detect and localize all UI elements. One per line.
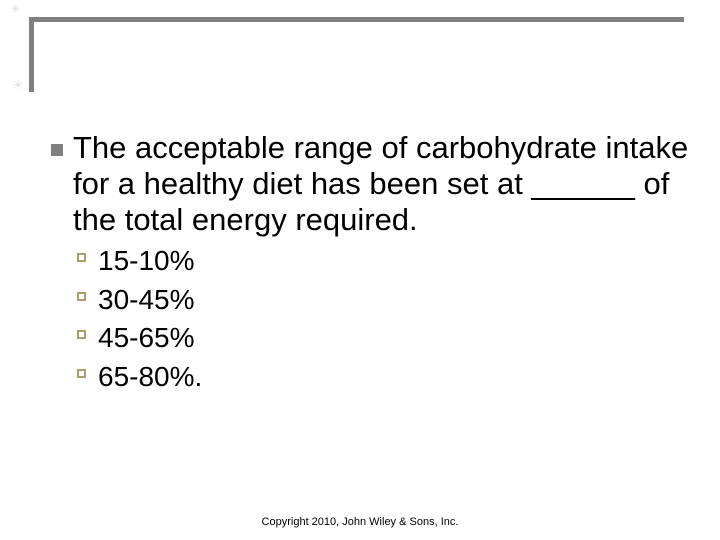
left-border-line: [29, 17, 34, 92]
hollow-square-bullet-icon: [77, 291, 86, 301]
option-label: 45-65%: [98, 322, 195, 353]
option-label: 30-45%: [98, 283, 195, 315]
hollow-square-bullet-icon: [77, 330, 86, 339]
sparkle-icon: ✳: [10, 2, 21, 16]
question-line-text: for a healthy diet has been set at _____…: [73, 166, 670, 201]
list-item: 15-10%: [77, 242, 202, 281]
square-bullet-icon: [51, 144, 63, 156]
list-item: 65-80%.: [77, 358, 202, 397]
top-border-line: [29, 17, 684, 22]
list-item: 45-65%: [77, 319, 202, 358]
copyright-text: Copyright 2010, John Wiley & Sons, Inc.: [261, 516, 459, 528]
question-line-text: The acceptable range of carbohydrate int…: [73, 130, 689, 165]
hollow-square-bullet-icon: [77, 368, 86, 378]
sparkle-icon: ✳: [13, 78, 24, 92]
list-item: 30-45%: [77, 281, 202, 320]
option-label: 65-80%.: [98, 360, 203, 392]
hollow-square-bullet-icon: [77, 253, 86, 262]
answer-options-list: 15-10% 30-45% 45-65% 65-80%.: [77, 242, 202, 396]
question-paragraph: The acceptable range of carbohydrate int…: [51, 130, 711, 238]
option-label: 15-10%: [98, 245, 195, 276]
question-line: The acceptable range of carbohydrate int…: [51, 130, 711, 166]
question-line-text: the total energy required.: [73, 202, 418, 237]
